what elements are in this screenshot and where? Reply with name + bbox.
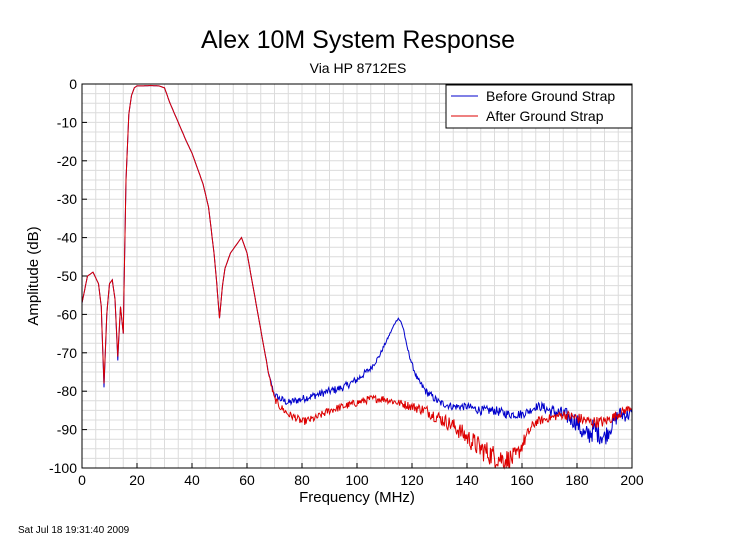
y-tick-label: -60 — [57, 306, 77, 322]
y-tick-label: -30 — [57, 191, 77, 207]
y-tick-label: -70 — [57, 345, 77, 361]
y-axis-ticks: 0 -10 -20 -30 -40 -50 -60 -70 -80 -90 -100 — [49, 76, 87, 476]
y-tick-label: -50 — [57, 268, 77, 284]
x-axis-label: Frequency (MHz) — [299, 489, 415, 506]
y-tick-label: -90 — [57, 422, 77, 438]
x-tick-label: 160 — [510, 472, 534, 488]
y-tick-label: -80 — [57, 383, 77, 399]
x-tick-label: 140 — [455, 472, 479, 488]
x-tick-label: 100 — [345, 472, 369, 488]
x-tick-label: 200 — [620, 472, 644, 488]
series-layer — [81, 84, 633, 470]
chart-subtitle: Via HP 8712ES — [310, 60, 407, 76]
legend-label-after: After Ground Strap — [486, 108, 604, 124]
x-tick-label: 180 — [565, 472, 589, 488]
y-tick-label: 0 — [69, 76, 77, 92]
x-tick-label: 40 — [184, 472, 200, 488]
x-axis-ticks: 0 20 40 60 80 100 120 140 160 180 200 — [78, 463, 644, 488]
legend-label-before: Before Ground Strap — [486, 88, 615, 104]
chart-title: Alex 10M System Response — [201, 26, 515, 54]
x-tick-label: 120 — [400, 472, 424, 488]
y-axis-label: Amplitude (dB) — [25, 226, 42, 325]
y-tick-label: -40 — [57, 230, 77, 246]
x-tick-label: 60 — [239, 472, 255, 488]
y-tick-label: -20 — [57, 153, 77, 169]
x-tick-label: 20 — [129, 472, 145, 488]
x-tick-label: 80 — [294, 472, 310, 488]
y-tick-label: -10 — [57, 114, 77, 130]
x-tick-label: 0 — [78, 472, 86, 488]
grid — [82, 84, 632, 468]
timestamp: Sat Jul 18 19:31:40 2009 — [18, 525, 130, 536]
legend-box — [445, 84, 633, 129]
series-after-ground-strap — [81, 84, 633, 470]
legend: Before Ground Strap After Ground Strap — [445, 84, 633, 129]
y-tick-label: -100 — [49, 460, 77, 476]
